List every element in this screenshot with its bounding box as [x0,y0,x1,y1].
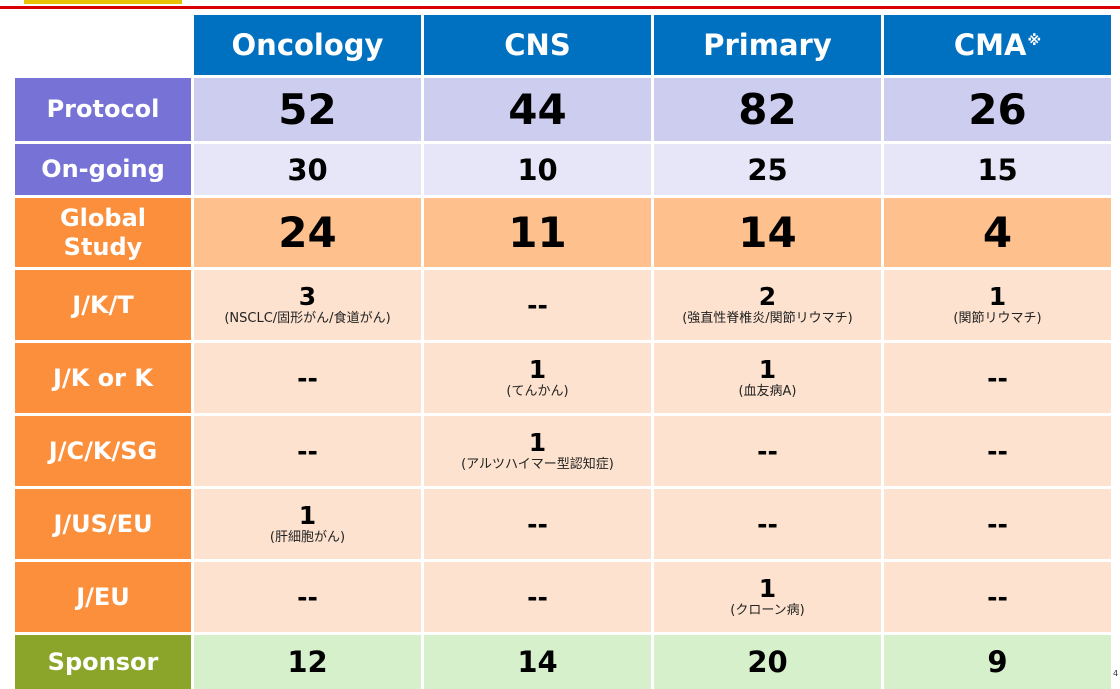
cell-value: -- [297,582,318,612]
global-cma: 4 [884,198,1111,267]
cell-value: -- [757,436,778,466]
cell-note: (アルツハイマー型認知症) [461,457,614,472]
row-label-ongoing: On-going [15,144,191,195]
jcksg-cns: 1 (アルツハイマー型認知症) [424,416,651,486]
row-label-jeu: J/EU [15,562,191,632]
row-label-juseu: J/US/EU [15,489,191,559]
row-label-jkt: J/K/T [15,270,191,340]
global-oncology: 24 [194,198,421,267]
cell-value: -- [987,582,1008,612]
col-header-oncology: Oncology [194,15,421,75]
jk-oncology: -- [194,343,421,413]
cell-value: -- [527,582,548,612]
protocol-cma: 26 [884,78,1111,141]
row-label-global-study: Global Study [15,198,191,267]
jkt-cma: 1 (関節リウマチ) [884,270,1111,340]
global-cns: 11 [424,198,651,267]
row-label-jcksg: J/C/K/SG [15,416,191,486]
title-rule [0,6,1120,9]
cell-value: 1 [528,355,547,384]
jk-cns: 1 (てんかん) [424,343,651,413]
sponsor-oncology: 12 [194,635,421,689]
col-header-label: Primary [703,28,832,62]
protocol-oncology: 52 [194,78,421,141]
corner-cell [15,15,191,75]
cell-value: -- [987,509,1008,539]
cell-value: -- [757,509,778,539]
page-number: 4 [1113,669,1119,678]
jeu-primary: 1 (クローン病) [654,562,881,632]
jeu-oncology: -- [194,562,421,632]
juseu-oncology: 1 (肝細胞がん) [194,489,421,559]
juseu-primary: -- [654,489,881,559]
ongoing-cns: 10 [424,144,651,195]
global-primary: 14 [654,198,881,267]
jk-primary: 1 (血友病A) [654,343,881,413]
protocol-primary: 82 [654,78,881,141]
jcksg-oncology: -- [194,416,421,486]
cell-value: 1 [988,282,1007,311]
juseu-cma: -- [884,489,1111,559]
cell-value: 1 [298,501,317,530]
row-label-sponsor: Sponsor [15,635,191,689]
col-header-label: Oncology [231,28,384,62]
sponsor-cma: 9 [884,635,1111,689]
ongoing-oncology: 30 [194,144,421,195]
jeu-cns: -- [424,562,651,632]
ongoing-cma: 15 [884,144,1111,195]
cell-note: (血友病A) [738,384,797,399]
cell-value: -- [527,509,548,539]
cell-value: -- [297,363,318,393]
protocol-cns: 44 [424,78,651,141]
cell-note: (肝細胞がん) [269,530,346,545]
cell-value: -- [987,363,1008,393]
juseu-cns: -- [424,489,651,559]
cell-value: 3 [298,282,317,311]
ongoing-primary: 25 [654,144,881,195]
row-label-jk: J/K or K [15,343,191,413]
reference-mark: ※ [1027,33,1042,49]
jcksg-cma: -- [884,416,1111,486]
cell-value: 2 [758,282,777,311]
cell-note: (てんかん) [506,384,569,399]
cell-value: 1 [758,355,777,384]
jeu-cma: -- [884,562,1111,632]
cell-value: 1 [758,574,777,603]
cell-note: (強直性脊椎炎/関節リウマチ) [682,311,853,326]
cell-note: (関節リウマチ) [953,311,1042,326]
cell-value: 1 [528,428,547,457]
jkt-oncology: 3 (NSCLC/固形がん/食道がん) [194,270,421,340]
row-label-line: Global [59,203,146,232]
col-header-primary: Primary [654,15,881,75]
row-label-protocol: Protocol [15,78,191,141]
cell-value: -- [527,290,548,320]
cell-value: -- [987,436,1008,466]
sponsor-cns: 14 [424,635,651,689]
cell-value: -- [297,436,318,466]
study-summary-table: Oncology CNS Primary CMA ※ Protocol 52 44… [15,15,1111,689]
jkt-primary: 2 (強直性脊椎炎/関節リウマチ) [654,270,881,340]
jkt-cns: -- [424,270,651,340]
cell-note: (クローン病) [730,603,805,618]
col-header-cma: CMA ※ [884,15,1111,75]
sponsor-primary: 20 [654,635,881,689]
jcksg-primary: -- [654,416,881,486]
cell-note: (NSCLC/固形がん/食道がん) [224,311,391,326]
title-accent-bar [24,0,182,4]
col-header-label: CNS [504,28,571,62]
row-label-line: Study [63,232,143,261]
jk-cma: -- [884,343,1111,413]
col-header-cns: CNS [424,15,651,75]
col-header-label: CMA [953,28,1027,62]
